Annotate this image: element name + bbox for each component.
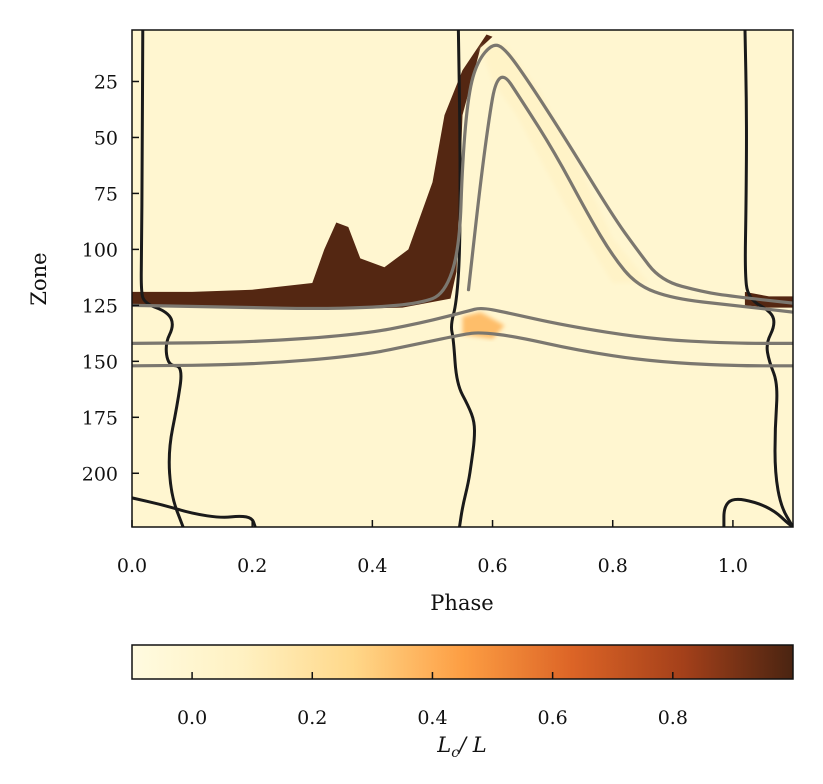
x-axis-label: Phase — [430, 591, 493, 615]
colorbar-tick-label: 0.4 — [417, 707, 447, 729]
x-tick-label: 0.6 — [477, 555, 507, 577]
contour-line-8 — [132, 331, 793, 368]
contour-line-6 — [466, 75, 793, 314]
colorbar-tick-label: 0.6 — [538, 707, 568, 729]
colorbar-label-tail: / L — [457, 733, 487, 757]
contour-lines — [132, 30, 793, 527]
y-tick-label: 100 — [82, 239, 118, 261]
colorbar-label-main: L — [436, 733, 451, 757]
x-tick-label: 0.4 — [357, 555, 387, 577]
plot-frame — [131, 29, 794, 528]
colorbar-tick-label: 0.8 — [658, 707, 688, 729]
x-tick-label: 1.0 — [718, 555, 748, 577]
colorbar: 0.0 0.2 0.4 0.6 0.8 Lc/ L — [131, 644, 794, 761]
colorbar-ticks: 0.0 0.2 0.4 0.6 0.8 — [177, 672, 688, 729]
contour-line-3 — [743, 30, 793, 527]
y-tick-label: 25 — [94, 71, 118, 93]
colorbar-label: Lc/ L — [436, 733, 487, 761]
x-tick-label: 0.2 — [237, 555, 267, 577]
x-tick-label: 0.8 — [598, 555, 628, 577]
contour-line-5 — [132, 43, 793, 311]
contour-line-0 — [139, 30, 185, 527]
contour-line-4 — [722, 497, 793, 527]
x-axis-ticks: 0.0 0.2 0.4 0.6 0.8 1.0 — [117, 520, 748, 577]
y-tick-label: 150 — [82, 351, 118, 373]
contour-line-7 — [132, 306, 793, 345]
plot-area: 0.0 0.2 0.4 0.6 0.8 1.0 25 50 75 100 125 150 175 200… — [27, 29, 794, 615]
colorbar-tick-label: 0.0 — [177, 707, 207, 729]
y-axis-label: Zone — [27, 252, 51, 305]
colorbar-gradient — [131, 644, 794, 680]
y-tick-label: 125 — [82, 295, 118, 317]
contour-line-1 — [132, 496, 257, 527]
y-tick-label: 50 — [94, 127, 118, 149]
y-tick-label: 175 — [82, 407, 118, 429]
y-tick-label: 200 — [82, 463, 118, 485]
x-tick-label: 0.0 — [117, 555, 147, 577]
y-tick-label: 75 — [94, 183, 118, 205]
colorbar-label-sub: c — [451, 745, 459, 761]
y-axis-ticks: 25 50 75 100 125 150 175 200 — [82, 71, 139, 485]
colorbar-tick-label: 0.2 — [297, 707, 327, 729]
